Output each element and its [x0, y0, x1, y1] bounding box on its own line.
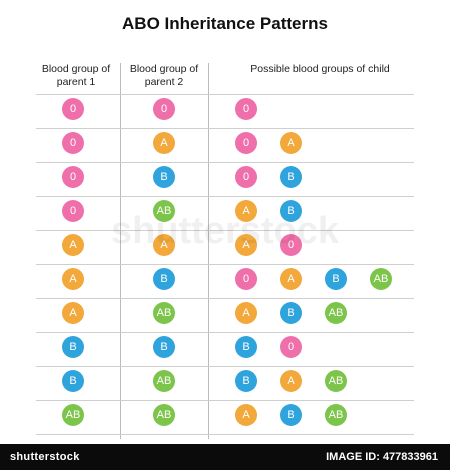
parent-1-blood-group: AB — [62, 404, 84, 426]
parent-2-blood-group: B — [153, 268, 175, 290]
footer-bar: shutterstock IMAGE ID: 477833961 — [0, 444, 450, 470]
parent-1-blood-group: A — [62, 234, 84, 256]
child-blood-group: B — [325, 268, 347, 290]
page-title: ABO Inheritance Patterns — [122, 14, 328, 33]
parent-1-blood-group: 0 — [62, 132, 84, 154]
child-blood-group: AB — [370, 268, 392, 290]
table-row: 0 0 0 — [0, 95, 450, 129]
row-separator — [36, 94, 414, 95]
child-blood-group: AB — [325, 404, 347, 426]
table-row: AB AB A B AB — [0, 401, 450, 435]
parent-1-blood-group: B — [62, 370, 84, 392]
table-row: A A A 0 — [0, 231, 450, 265]
column-divider-1 — [120, 63, 121, 439]
row-separator — [36, 298, 414, 299]
child-blood-group: AB — [325, 370, 347, 392]
column-divider-2 — [208, 63, 209, 439]
parent-2-blood-group: 0 — [153, 98, 175, 120]
child-blood-group: B — [280, 200, 302, 222]
parent-1-blood-group: 0 — [62, 98, 84, 120]
parent-2-blood-group: B — [153, 166, 175, 188]
parent-2-blood-group: AB — [153, 302, 175, 324]
parent-2-blood-group: A — [153, 132, 175, 154]
table-row: 0 A 0 A — [0, 129, 450, 163]
parent-2-blood-group: AB — [153, 404, 175, 426]
row-separator — [36, 196, 414, 197]
child-blood-group: A — [235, 404, 257, 426]
parent-2-blood-group: AB — [153, 370, 175, 392]
child-blood-group: 0 — [235, 132, 257, 154]
row-separator — [36, 366, 414, 367]
child-blood-group: B — [235, 370, 257, 392]
child-blood-group: B — [280, 404, 302, 426]
header-parent-1: Blood group of parent 1 — [41, 63, 111, 88]
table-row: B B B 0 — [0, 333, 450, 367]
child-blood-group: A — [280, 132, 302, 154]
child-blood-group: B — [235, 336, 257, 358]
child-blood-group: B — [280, 302, 302, 324]
table-row: 0 B 0 B — [0, 163, 450, 197]
row-separator — [36, 230, 414, 231]
table-row: A B 0 A B AB — [0, 265, 450, 299]
child-blood-group: 0 — [235, 166, 257, 188]
parent-2-blood-group: AB — [153, 200, 175, 222]
row-separator — [36, 332, 414, 333]
parent-1-blood-group: A — [62, 302, 84, 324]
child-blood-group: A — [235, 302, 257, 324]
footer-image-id: IMAGE ID: 477833961 — [326, 451, 438, 463]
child-blood-group: 0 — [280, 336, 302, 358]
row-separator — [36, 400, 414, 401]
table-row: B AB B A AB — [0, 367, 450, 401]
table-row: A AB A B AB — [0, 299, 450, 333]
child-blood-group: 0 — [280, 234, 302, 256]
table-row: 0 AB A B — [0, 197, 450, 231]
parent-1-blood-group: 0 — [62, 166, 84, 188]
parent-2-blood-group: A — [153, 234, 175, 256]
parent-1-blood-group: A — [62, 268, 84, 290]
child-blood-group: A — [235, 234, 257, 256]
child-blood-group: AB — [325, 302, 347, 324]
parent-2-blood-group: B — [153, 336, 175, 358]
child-blood-group: 0 — [235, 268, 257, 290]
child-blood-group: A — [235, 200, 257, 222]
row-separator — [36, 434, 414, 435]
row-separator — [36, 162, 414, 163]
parent-1-blood-group: 0 — [62, 200, 84, 222]
child-blood-group: 0 — [235, 98, 257, 120]
child-blood-group: B — [280, 166, 302, 188]
row-separator — [36, 264, 414, 265]
footer-brand: shutterstock — [10, 451, 80, 463]
header-parent-2: Blood group of parent 2 — [129, 63, 199, 88]
child-blood-group: A — [280, 268, 302, 290]
row-separator — [36, 128, 414, 129]
header-child: Possible blood groups of child — [250, 63, 390, 75]
child-blood-group: A — [280, 370, 302, 392]
parent-1-blood-group: B — [62, 336, 84, 358]
